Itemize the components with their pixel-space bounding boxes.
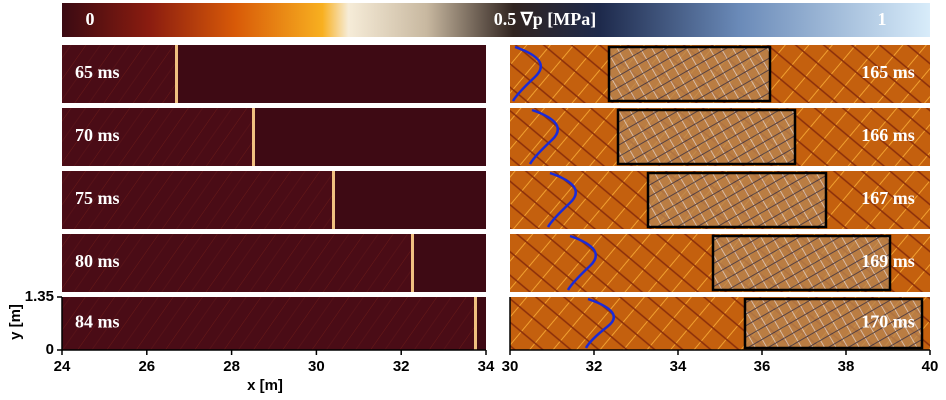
pre-shock [178, 45, 486, 103]
flame-front [566, 234, 597, 291]
time-label: 84 ms [75, 312, 120, 332]
left-panel [62, 297, 486, 350]
x-tick-label: 38 [838, 358, 855, 375]
x-tick-label: 36 [754, 358, 771, 375]
y-tick-label: 1.35 [25, 288, 54, 305]
flame-front [528, 108, 559, 165]
colorbar-min: 0 [86, 9, 95, 29]
x-tick-label: 34 [478, 358, 495, 375]
pre-shock [414, 234, 486, 292]
hot-region [648, 173, 826, 227]
x-tick-label: 24 [54, 358, 71, 375]
hot-region [618, 110, 795, 164]
time-label: 65 ms [75, 62, 120, 82]
x-tick-label: 28 [223, 358, 240, 375]
time-label: 169 ms [861, 251, 915, 271]
colorbar [62, 3, 930, 37]
time-label: 70 ms [75, 125, 120, 145]
hot-region [745, 299, 922, 348]
shock-front [411, 234, 414, 292]
shock-front [474, 297, 477, 350]
x-tick-label: 30 [308, 358, 325, 375]
shock-front [332, 171, 335, 229]
x-axis-label: x [m] [247, 377, 283, 394]
x-tick-label: 30 [502, 358, 519, 375]
time-label: 165 ms [861, 62, 915, 82]
x-tick-label: 26 [138, 358, 155, 375]
time-label: 166 ms [861, 125, 915, 145]
box [711, 234, 892, 292]
shock-front [252, 108, 255, 166]
colorbar-max: 1 [878, 9, 887, 29]
pre-shock [477, 297, 486, 350]
x-tick-label: 32 [393, 358, 410, 375]
time-label: 75 ms [75, 188, 120, 208]
box [743, 297, 924, 350]
y-tick-label: 0 [46, 341, 54, 358]
time-label: 80 ms [75, 251, 120, 271]
x-tick-label: 40 [922, 358, 939, 375]
box [616, 108, 797, 166]
flame-front [511, 45, 542, 102]
colorbar-mid: 0.5 ∇p [MPa] [494, 9, 597, 29]
hot-region [609, 47, 770, 101]
box [607, 45, 772, 103]
flame-front [546, 171, 577, 228]
pre-shock [255, 108, 486, 166]
box [646, 171, 828, 229]
x-tick-label: 32 [586, 358, 603, 375]
hot-region [713, 236, 890, 290]
y-axis-label: y [m] [7, 304, 24, 340]
pre-shock [335, 171, 486, 229]
time-label: 170 ms [861, 312, 915, 332]
flame-front [584, 297, 615, 349]
x-tick-label: 34 [670, 358, 687, 375]
time-label: 167 ms [861, 188, 915, 208]
shock-front [175, 45, 178, 103]
